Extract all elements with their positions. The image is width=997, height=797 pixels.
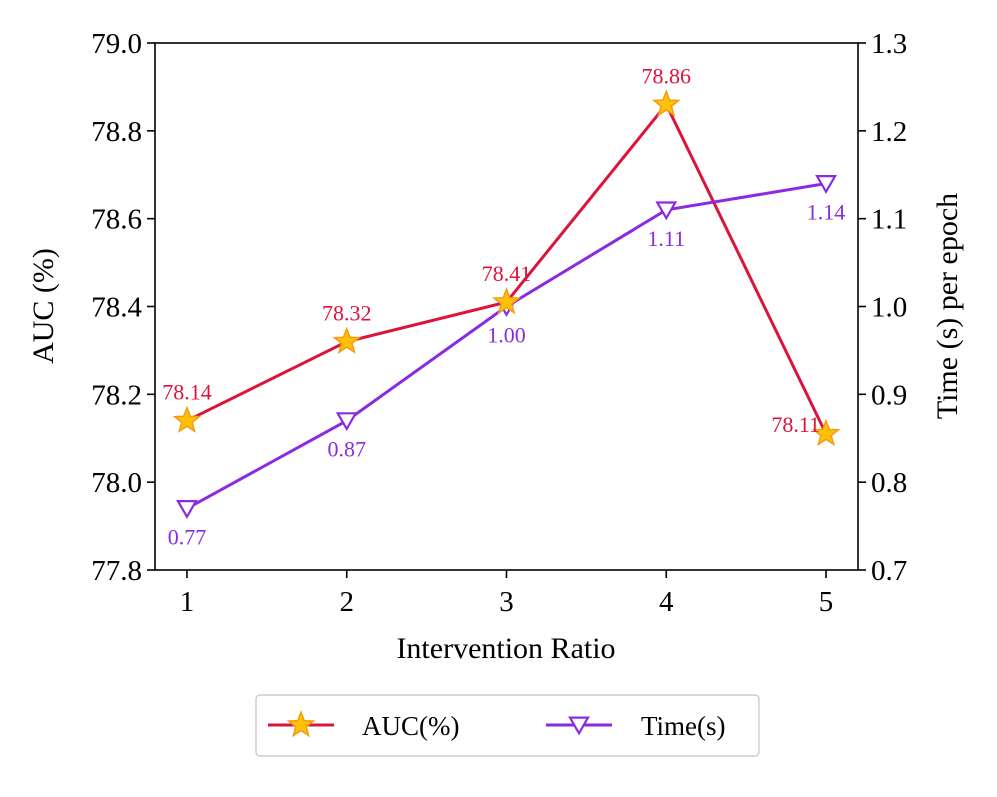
left-y-tick-label: 77.8 <box>91 555 142 587</box>
auc-data-label: 78.86 <box>642 63 692 88</box>
auc-data-label: 78.14 <box>162 380 212 405</box>
x-axis-title: Intervention Ratio <box>396 632 615 665</box>
auc-data-label: 78.32 <box>322 301 372 326</box>
legend: AUC(%) Time(s) <box>255 694 760 757</box>
legend-auc-marker <box>286 709 316 738</box>
auc-marker <box>811 418 841 447</box>
right-y-tick-label: 1.0 <box>871 292 907 324</box>
left-y-tick-label: 79.0 <box>91 28 142 60</box>
axis-ticks: 1 2 3 4 5 77.8 78.0 78.2 78.4 78.6 78.8 79.0 0.7 0.8 0… <box>91 28 907 618</box>
auc-data-label: 78.11 <box>771 412 820 437</box>
time-data-label: 0.77 <box>168 525 207 550</box>
time-marker <box>815 175 837 195</box>
time-data-label: 1.14 <box>807 200 846 225</box>
left-y-tick-label: 78.6 <box>91 204 142 236</box>
time-marker <box>335 412 358 432</box>
right-y-tick-label: 0.9 <box>871 379 907 411</box>
right-y-tick-label: 1.2 <box>871 116 907 148</box>
time-data-label: 1.00 <box>487 323 526 348</box>
x-tick-label: 3 <box>499 586 514 618</box>
left-y-tick-label: 78.2 <box>91 379 142 411</box>
x-tick-label: 4 <box>659 586 674 618</box>
auc-data-label: 78.41 <box>482 261 532 286</box>
right-y-tick-label: 0.8 <box>871 467 907 499</box>
left-y-axis-title: AUC (%) <box>27 248 60 364</box>
time-data-label: 1.11 <box>647 226 685 251</box>
legend-time-label: Time(s) <box>641 711 726 741</box>
auc-marker <box>651 89 681 117</box>
right-y-tick-label: 1.3 <box>871 28 907 60</box>
left-y-tick-label: 78.8 <box>91 116 142 148</box>
legend-frame <box>255 694 760 757</box>
left-y-tick-label: 78.0 <box>91 467 142 499</box>
right-y-tick-label: 0.7 <box>871 555 907 587</box>
auc-marker <box>172 405 202 433</box>
time-marker <box>176 500 198 520</box>
time-data-label: 0.87 <box>327 437 366 462</box>
right-y-tick-label: 1.1 <box>871 204 907 236</box>
time-marker <box>655 201 678 221</box>
x-tick-label: 5 <box>819 586 834 618</box>
plot-marks: 78.14 78.32 78.41 78.86 78.11 0.77 0.87 1.00 1.1… <box>162 63 845 549</box>
auc-marker <box>332 326 362 354</box>
right-y-axis-title: Time (s) per epoch <box>931 193 964 419</box>
legend-time-marker <box>568 716 590 736</box>
x-tick-label: 2 <box>339 586 354 618</box>
auc-marker <box>492 286 521 315</box>
legend-auc-label: AUC(%) <box>362 711 459 741</box>
left-y-tick-label: 78.4 <box>91 292 142 324</box>
x-tick-label: 1 <box>180 586 195 618</box>
